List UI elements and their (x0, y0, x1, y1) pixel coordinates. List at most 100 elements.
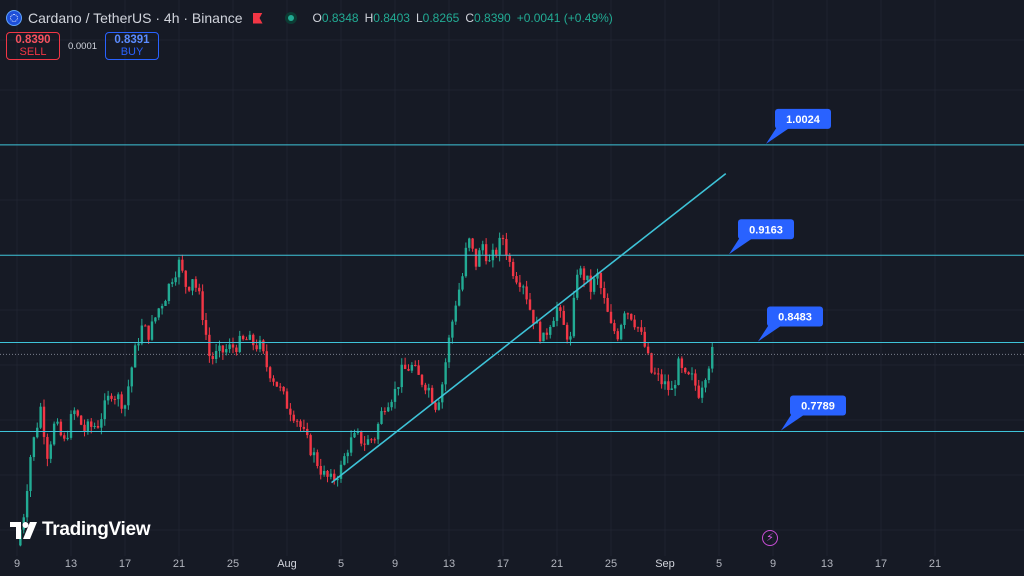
candle-body (343, 456, 346, 465)
x-tick-label: Sep (655, 558, 675, 570)
candle-body (603, 288, 606, 298)
candle-body (481, 244, 484, 251)
x-tick-label: 9 (13, 558, 21, 570)
watermark-text: TradingView (42, 519, 151, 540)
candle-body (552, 320, 555, 327)
candle-body (468, 238, 471, 248)
candle-body (393, 388, 397, 402)
candle-body (474, 248, 478, 267)
candle-body (120, 394, 123, 409)
candle-body (373, 439, 376, 441)
candle-body (444, 362, 447, 385)
candle-body (329, 473, 333, 477)
x-tick-label: 9 (769, 558, 777, 570)
candle-body (241, 335, 245, 340)
candle-body (238, 335, 241, 352)
trendline[interactable] (331, 172, 727, 484)
candle-body (640, 327, 643, 332)
candle-body (255, 345, 258, 350)
level-callout-pointer (729, 237, 754, 255)
candle-body (495, 249, 498, 255)
candle-body (684, 367, 687, 373)
candle-body (59, 421, 63, 436)
candle-body (657, 373, 660, 375)
candle-body (572, 297, 576, 337)
candle-body (133, 345, 137, 368)
candle-body (167, 283, 171, 301)
horizontal-levels[interactable]: 1.0024 0.9163 0.8483 0.7789 (0, 108, 1024, 432)
candle-body (518, 282, 522, 288)
candle-body (299, 421, 302, 427)
candle-body (586, 275, 589, 281)
candle-body (312, 452, 316, 456)
market-status-icon (284, 12, 297, 24)
level-callout-label: 0.7789 (801, 400, 835, 412)
candle-body (430, 387, 434, 403)
candle-body (157, 308, 160, 318)
candle-body (538, 321, 542, 342)
candle-body (643, 331, 646, 347)
candle-body (616, 331, 619, 340)
candle-body (410, 364, 414, 371)
candle-body (46, 436, 49, 459)
candle-body (25, 491, 29, 518)
candle-body (356, 431, 360, 433)
candle-body (525, 286, 528, 300)
candle-body (478, 250, 481, 267)
flag-icon[interactable] (252, 12, 263, 24)
close-value: 0.8390 (474, 11, 511, 25)
candle-body (670, 388, 673, 390)
x-tick-label: 17 (118, 558, 132, 570)
trade-panel: 0.8390 SELL 0.0001 0.8391 BUY (6, 32, 159, 60)
x-tick-label: 5 (715, 558, 723, 570)
candle-body (333, 473, 336, 481)
candle-body (346, 452, 349, 457)
candle-body (687, 372, 690, 375)
candle-body (295, 420, 299, 422)
lightning-icon[interactable]: ⚡ (762, 530, 778, 546)
candle-body (653, 372, 657, 374)
candle-body (366, 439, 370, 445)
candle-body (454, 305, 457, 322)
candle-body (282, 386, 285, 392)
candle-body (96, 425, 100, 428)
level-callout-pointer (766, 126, 791, 144)
time-axis[interactable]: 9 13 17 21 25 Aug 5 9 13 17 21 25 Sep 5 9 13 17 21 (0, 556, 1024, 576)
candle-body (73, 410, 76, 415)
candle-body (707, 368, 711, 380)
candle-body (265, 351, 268, 368)
close-label: C (465, 11, 475, 25)
level-callout-box (790, 395, 846, 416)
sell-button[interactable]: 0.8390 SELL (6, 32, 60, 60)
candle-body (711, 346, 714, 369)
level-callout-box (775, 108, 831, 129)
candle-body (245, 339, 248, 341)
symbol-title[interactable]: Cardano / TetherUS · 4h · Binance (28, 10, 243, 26)
candle-body (650, 353, 653, 373)
candle-body (235, 347, 238, 352)
open-value: 0.8348 (321, 11, 359, 25)
sell-price: 0.8390 (15, 34, 51, 46)
candle-body (390, 401, 393, 408)
candle-body (363, 443, 366, 445)
tradingview-watermark[interactable]: TradingView (10, 519, 151, 541)
candle-body (559, 307, 562, 311)
price-change: +0.0041 (+0.49%) (516, 11, 613, 25)
candle-body (100, 419, 103, 428)
candle-body (63, 435, 66, 439)
candle-body (218, 345, 221, 351)
buy-button[interactable]: 0.8391 BUY (105, 32, 159, 60)
candle-body (562, 310, 565, 325)
candle-body (211, 356, 214, 359)
candle-body (700, 387, 704, 398)
candle-body (336, 478, 339, 481)
tradingview-logo-icon (10, 522, 37, 539)
candle-body (414, 364, 417, 366)
candle-body (589, 275, 592, 292)
candle-body (464, 247, 468, 277)
candle-body (268, 367, 272, 379)
candle-body (130, 367, 133, 387)
candle-body (66, 437, 69, 439)
candle-body (633, 319, 636, 328)
